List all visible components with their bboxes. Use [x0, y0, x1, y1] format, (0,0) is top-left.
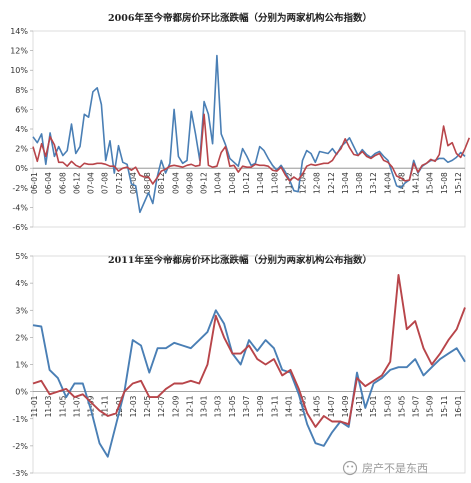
y-tick-label: 2% [15, 145, 28, 154]
x-tick-label: 09-08 [185, 172, 194, 194]
x-tick-label: 08-12 [157, 172, 166, 194]
x-tick-label: 12-11 [185, 395, 194, 417]
series-line-2 [32, 274, 466, 428]
x-tick-label: 11-01 [30, 395, 39, 417]
x-tick-label: 06-08 [58, 172, 67, 194]
x-tick-label: 15-04 [426, 172, 435, 194]
x-tick-label: 12-03 [129, 395, 138, 417]
x-tick-label: 08-04 [129, 172, 138, 194]
x-tick-label: 08-08 [143, 172, 152, 194]
x-tick-label: 09-12 [200, 172, 209, 194]
wechat-icon-eye-right [351, 465, 354, 468]
y-tick-label: 0% [15, 388, 28, 397]
x-tick-label: 07-12 [115, 172, 124, 194]
x-tick-label: 11-05 [58, 395, 67, 417]
x-tick-label: 10-12 [242, 172, 251, 194]
x-tick-label: 14-01 [284, 395, 293, 417]
x-tick-label: 14-08 [397, 172, 406, 194]
y-tick-label: 5% [15, 252, 28, 261]
x-tick-label: 11-09 [87, 395, 96, 417]
y-tick-label: 3% [15, 306, 28, 315]
x-tick-label: 15-11 [440, 395, 449, 417]
x-tick-label: 13-12 [369, 172, 378, 194]
watermark-text: 房产不是东西 [362, 461, 428, 475]
y-tick-label: 4% [15, 125, 28, 134]
x-tick-label: 11-04 [256, 172, 265, 194]
x-tick-label: 15-09 [426, 395, 435, 417]
x-tick-label: 12-09 [171, 395, 180, 417]
y-tick-label: -6% [12, 223, 28, 232]
x-tick-label: 12-08 [313, 172, 322, 194]
x-tick-label: 15-05 [397, 395, 406, 417]
x-tick-label: 14-04 [383, 172, 392, 194]
series-line-1 [32, 309, 466, 458]
y-tick-label: 1% [15, 361, 28, 370]
x-tick-label: 10-04 [214, 172, 223, 194]
x-tick-label: 14-05 [313, 395, 322, 417]
x-tick-label: 11-03 [44, 395, 53, 417]
x-tick-label: 13-03 [214, 395, 223, 417]
y-tick-label: -1% [12, 415, 28, 424]
y-tick-label: -2% [12, 442, 28, 451]
x-tick-label: 16-01 [454, 395, 463, 417]
x-tick-label: 14-07 [327, 395, 336, 417]
x-tick-label: 13-04 [341, 172, 350, 194]
x-tick-label: 13-01 [200, 395, 209, 417]
x-tick-label: 11-12 [284, 172, 293, 194]
x-tick-label: 13-05 [228, 395, 237, 417]
y-tick-label: -2% [12, 184, 28, 193]
y-tick-label: 8% [15, 86, 28, 95]
x-tick-label: 06-04 [44, 172, 53, 194]
x-tick-label: 12-05 [143, 395, 152, 417]
x-tick-label: 11-07 [72, 395, 81, 417]
x-tick-label: 13-07 [242, 395, 251, 417]
x-tick-label: 12-12 [327, 172, 336, 194]
y-tick-label: 2% [15, 333, 28, 342]
x-tick-label: 15-08 [440, 172, 449, 194]
x-tick-label: 06-12 [72, 172, 81, 194]
x-tick-label: 14-11 [355, 395, 364, 417]
x-tick-label: 12-04 [299, 172, 308, 194]
x-tick-label: 07-04 [87, 172, 96, 194]
watermark: 房产不是东西 [342, 460, 428, 476]
y-tick-label: 6% [15, 105, 28, 114]
wechat-icon-eye-left [346, 465, 349, 468]
x-tick-label: 06-01 [30, 172, 39, 194]
x-tick-label: 15-03 [383, 395, 392, 417]
x-tick-label: 07-08 [101, 172, 110, 194]
series-line-1 [32, 54, 466, 214]
x-tick-label: 11-11 [101, 395, 110, 417]
chart-2011-title: 2011年至今帝都房价环比涨跌幅（分别为两家机构公布指数） [108, 254, 372, 266]
plot-area [32, 30, 466, 228]
y-tick-label: 0% [15, 164, 28, 173]
y-tick-label: -4% [12, 203, 28, 212]
chart-2006-title: 2006年至今帝都房价环比涨跌幅（分别为两家机构公布指数） [108, 12, 372, 24]
chart-2006-panel: 2006年至今帝都房价环比涨跌幅（分别为两家机构公布指数） 14% 12% 10% 8… [10, 12, 471, 232]
x-tick-label: 10-08 [228, 172, 237, 194]
y-tick-label: 12% [10, 47, 28, 56]
x-tick-label: 11-08 [270, 172, 279, 194]
x-tick-label: 09-04 [171, 172, 180, 194]
x-tick-label: 12-07 [157, 395, 166, 417]
x-tick-label: 15-12 [454, 172, 463, 194]
series-line-2 [32, 113, 471, 185]
x-tick-label: 14-12 [412, 172, 421, 194]
x-tick-label: 13-09 [256, 395, 265, 417]
chart-2011-panel: 2011年至今帝都房价环比涨跌幅（分别为两家机构公布指数） 5% 4% 3% 2% 1%… [12, 252, 466, 478]
x-tick-label: 13-08 [355, 172, 364, 194]
y-tick-label: 10% [10, 66, 28, 75]
x-tick-label: 15-01 [369, 395, 378, 417]
x-tick-label: 13-11 [270, 395, 279, 417]
y-tick-label: 14% [10, 27, 28, 36]
y-tick-label: 4% [15, 279, 28, 288]
x-tick-label: 15-07 [412, 395, 421, 417]
x-tick-label: 14-09 [341, 395, 350, 417]
wechat-icon [342, 460, 358, 476]
y-tick-label: -3% [12, 469, 28, 478]
